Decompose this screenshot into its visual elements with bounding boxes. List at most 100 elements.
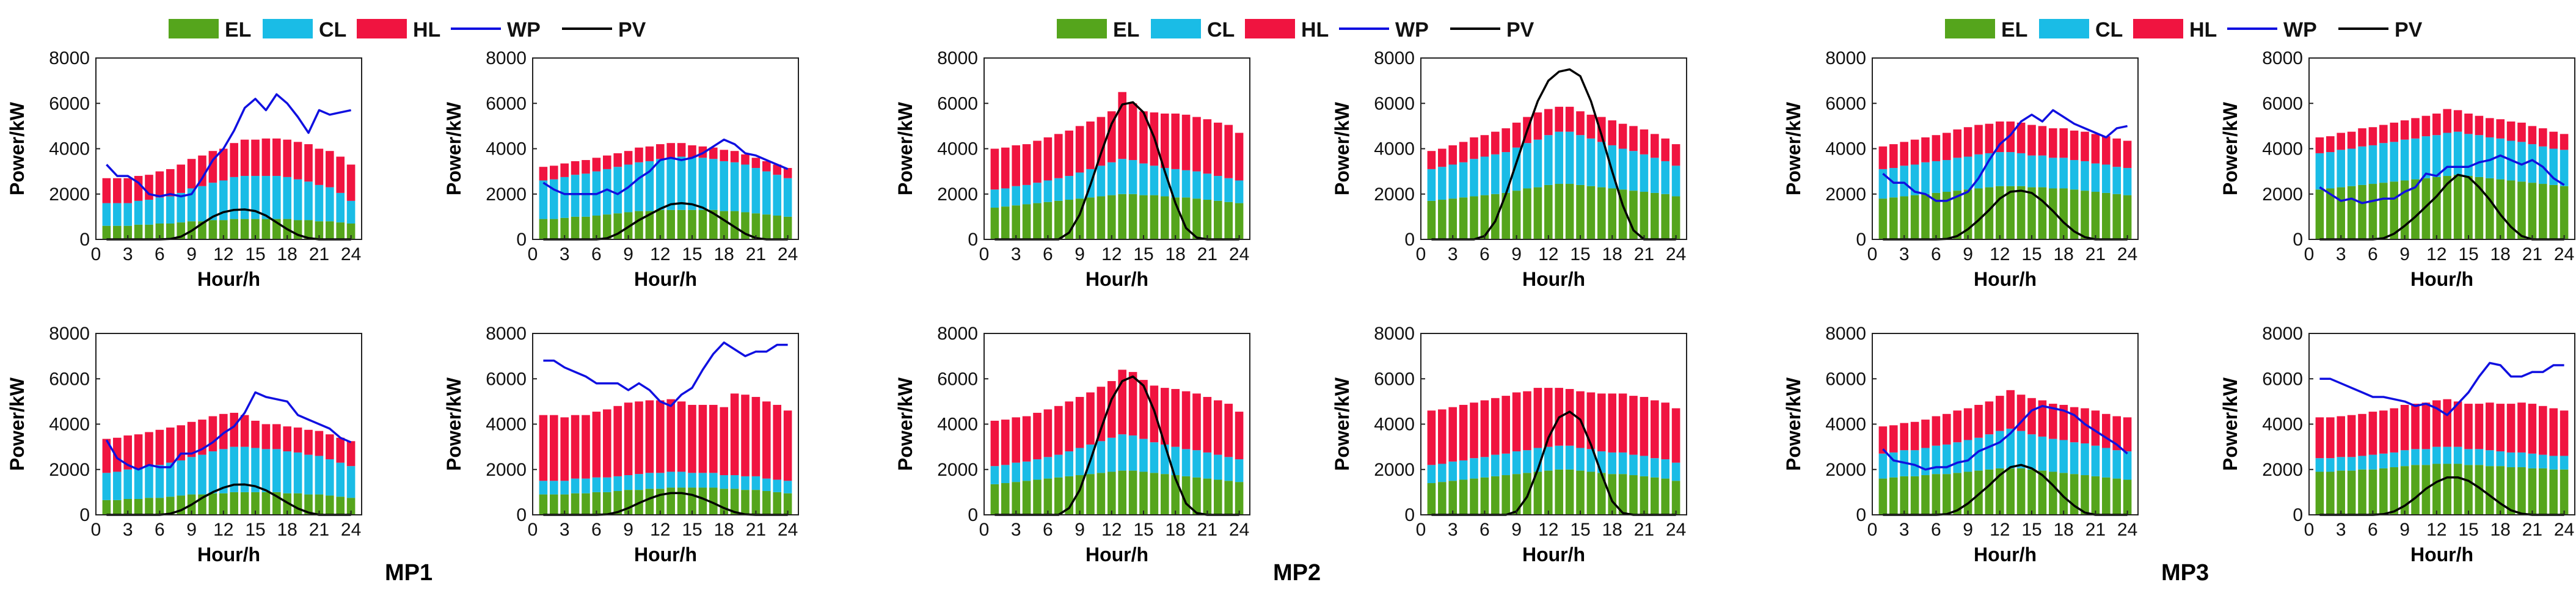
y-tick-label: 6000 (486, 369, 527, 389)
bar-hl (1033, 412, 1042, 460)
bar-hl (571, 415, 580, 479)
bar-cl (336, 462, 345, 497)
bar-cl (592, 477, 601, 492)
bar-el (123, 225, 132, 239)
bar-hl (1501, 396, 1510, 454)
bar-hl (2358, 413, 2366, 456)
bar-hl (1022, 144, 1031, 185)
bar-el (2081, 191, 2089, 239)
bar-hl (2112, 138, 2121, 167)
bar-hl (1640, 396, 1649, 456)
chart-panel-mp2-top-left: 0 3 6 9 12 15 18 21 24 0 2000 4000 6000 8000 Hour/h Pow… (894, 48, 1250, 290)
bar-cl (1448, 164, 1457, 199)
bar-el (2432, 464, 2441, 515)
bar-hl (251, 139, 260, 176)
bar-el (1139, 471, 1148, 515)
bar-hl (346, 441, 356, 467)
x-axis-label: Hour/h (1974, 268, 2037, 290)
y-tick-label: 2000 (937, 460, 978, 480)
legend-swatch-hl (357, 19, 407, 38)
bar-hl (2049, 128, 2057, 158)
bar-cl (677, 471, 686, 488)
bar-el (219, 493, 228, 515)
bar-el (1043, 202, 1053, 239)
legend-label-wp: WP (507, 18, 541, 42)
bar-hl (293, 142, 302, 180)
bar-hl (1448, 407, 1457, 462)
bar-hl (1565, 388, 1574, 446)
y-tick-label: 4000 (1374, 415, 1415, 435)
bar-hl (2070, 130, 2079, 161)
bar-hl (656, 144, 665, 159)
bar-cl (2123, 451, 2132, 480)
bar-hl (346, 164, 356, 201)
bar-hl (1086, 121, 1095, 169)
bar-el (326, 495, 334, 515)
bar-cl (134, 200, 143, 225)
bar-cl (1576, 135, 1585, 185)
bar-hl (2486, 402, 2494, 451)
y-tick-label: 2000 (1825, 184, 1866, 205)
bar-cl (2016, 153, 2026, 186)
bar-cl (1640, 456, 1649, 476)
bar-cl (730, 162, 739, 211)
x-tick-label: 9 (623, 520, 633, 540)
bar-hl (2038, 400, 2047, 437)
bar-cl (613, 167, 622, 214)
bar-el (1555, 184, 1563, 239)
x-tick-label: 3 (1011, 244, 1021, 264)
bar-hl (2390, 122, 2398, 142)
x-axis-label: Hour/h (634, 544, 697, 566)
y-tick-label: 0 (1404, 505, 1415, 525)
bar-cl (666, 158, 675, 210)
bar-hl (2337, 133, 2345, 150)
bar-el (1161, 474, 1169, 515)
bar-el (1921, 194, 1930, 239)
bar-el (326, 221, 334, 239)
bar-hl (2400, 120, 2409, 140)
bar-el (1512, 474, 1521, 515)
bar-cl (2027, 434, 2036, 470)
chart-panel-mp1-top-right: 0 3 6 9 12 15 18 21 24 0 2000 4000 6000 8000 Hour/h Pow… (443, 48, 799, 290)
bar-cl (2453, 446, 2462, 464)
legend-label-hl: HL (2189, 18, 2217, 42)
bar-el (2528, 183, 2537, 239)
bar-el (2358, 469, 2366, 515)
bar-cl (1963, 440, 1972, 472)
bar-cl (1022, 461, 1031, 481)
chart-panel-mp3-bottom-right: 0 3 6 9 12 15 18 21 24 0 2000 4000 6000 8000 Hour/h Pow… (2219, 324, 2575, 566)
y-tick-label: 0 (1404, 230, 1415, 250)
bar-cl (1651, 458, 1659, 478)
bar-cl (635, 474, 643, 490)
bar-cl (2464, 134, 2473, 176)
bar-el (155, 224, 164, 239)
x-tick-label: 9 (1075, 244, 1085, 264)
bar-el (1480, 195, 1489, 239)
bar-el (166, 497, 175, 515)
bar-hl (1576, 111, 1585, 136)
group-label-mp2: MP2 (1273, 560, 1321, 586)
bar-cl (539, 180, 548, 219)
x-tick-label: 12 (650, 520, 670, 540)
bar-cl (1118, 159, 1126, 194)
bar-el (2123, 195, 2132, 239)
bar-el (315, 221, 324, 239)
bar-hl (240, 415, 249, 447)
bar-el (1921, 475, 1930, 515)
bar-cl (560, 481, 569, 495)
y-tick-label: 8000 (1374, 324, 1415, 344)
bar-el (1128, 194, 1137, 239)
bar-cl (2411, 138, 2420, 180)
legend-item-cl: CL (1151, 18, 1235, 42)
x-tick-label: 12 (2426, 520, 2446, 540)
bar-el (2112, 478, 2121, 515)
bar-cl (613, 476, 622, 492)
x-tick-label: 9 (1963, 244, 1973, 264)
bar-el (2326, 188, 2335, 239)
bar-el (1597, 473, 1606, 515)
bar-hl (1043, 409, 1053, 457)
bar-hl (635, 147, 643, 162)
bar-hl (2027, 398, 2036, 435)
bar-hl (315, 148, 324, 185)
bar-hl (2528, 126, 2537, 145)
